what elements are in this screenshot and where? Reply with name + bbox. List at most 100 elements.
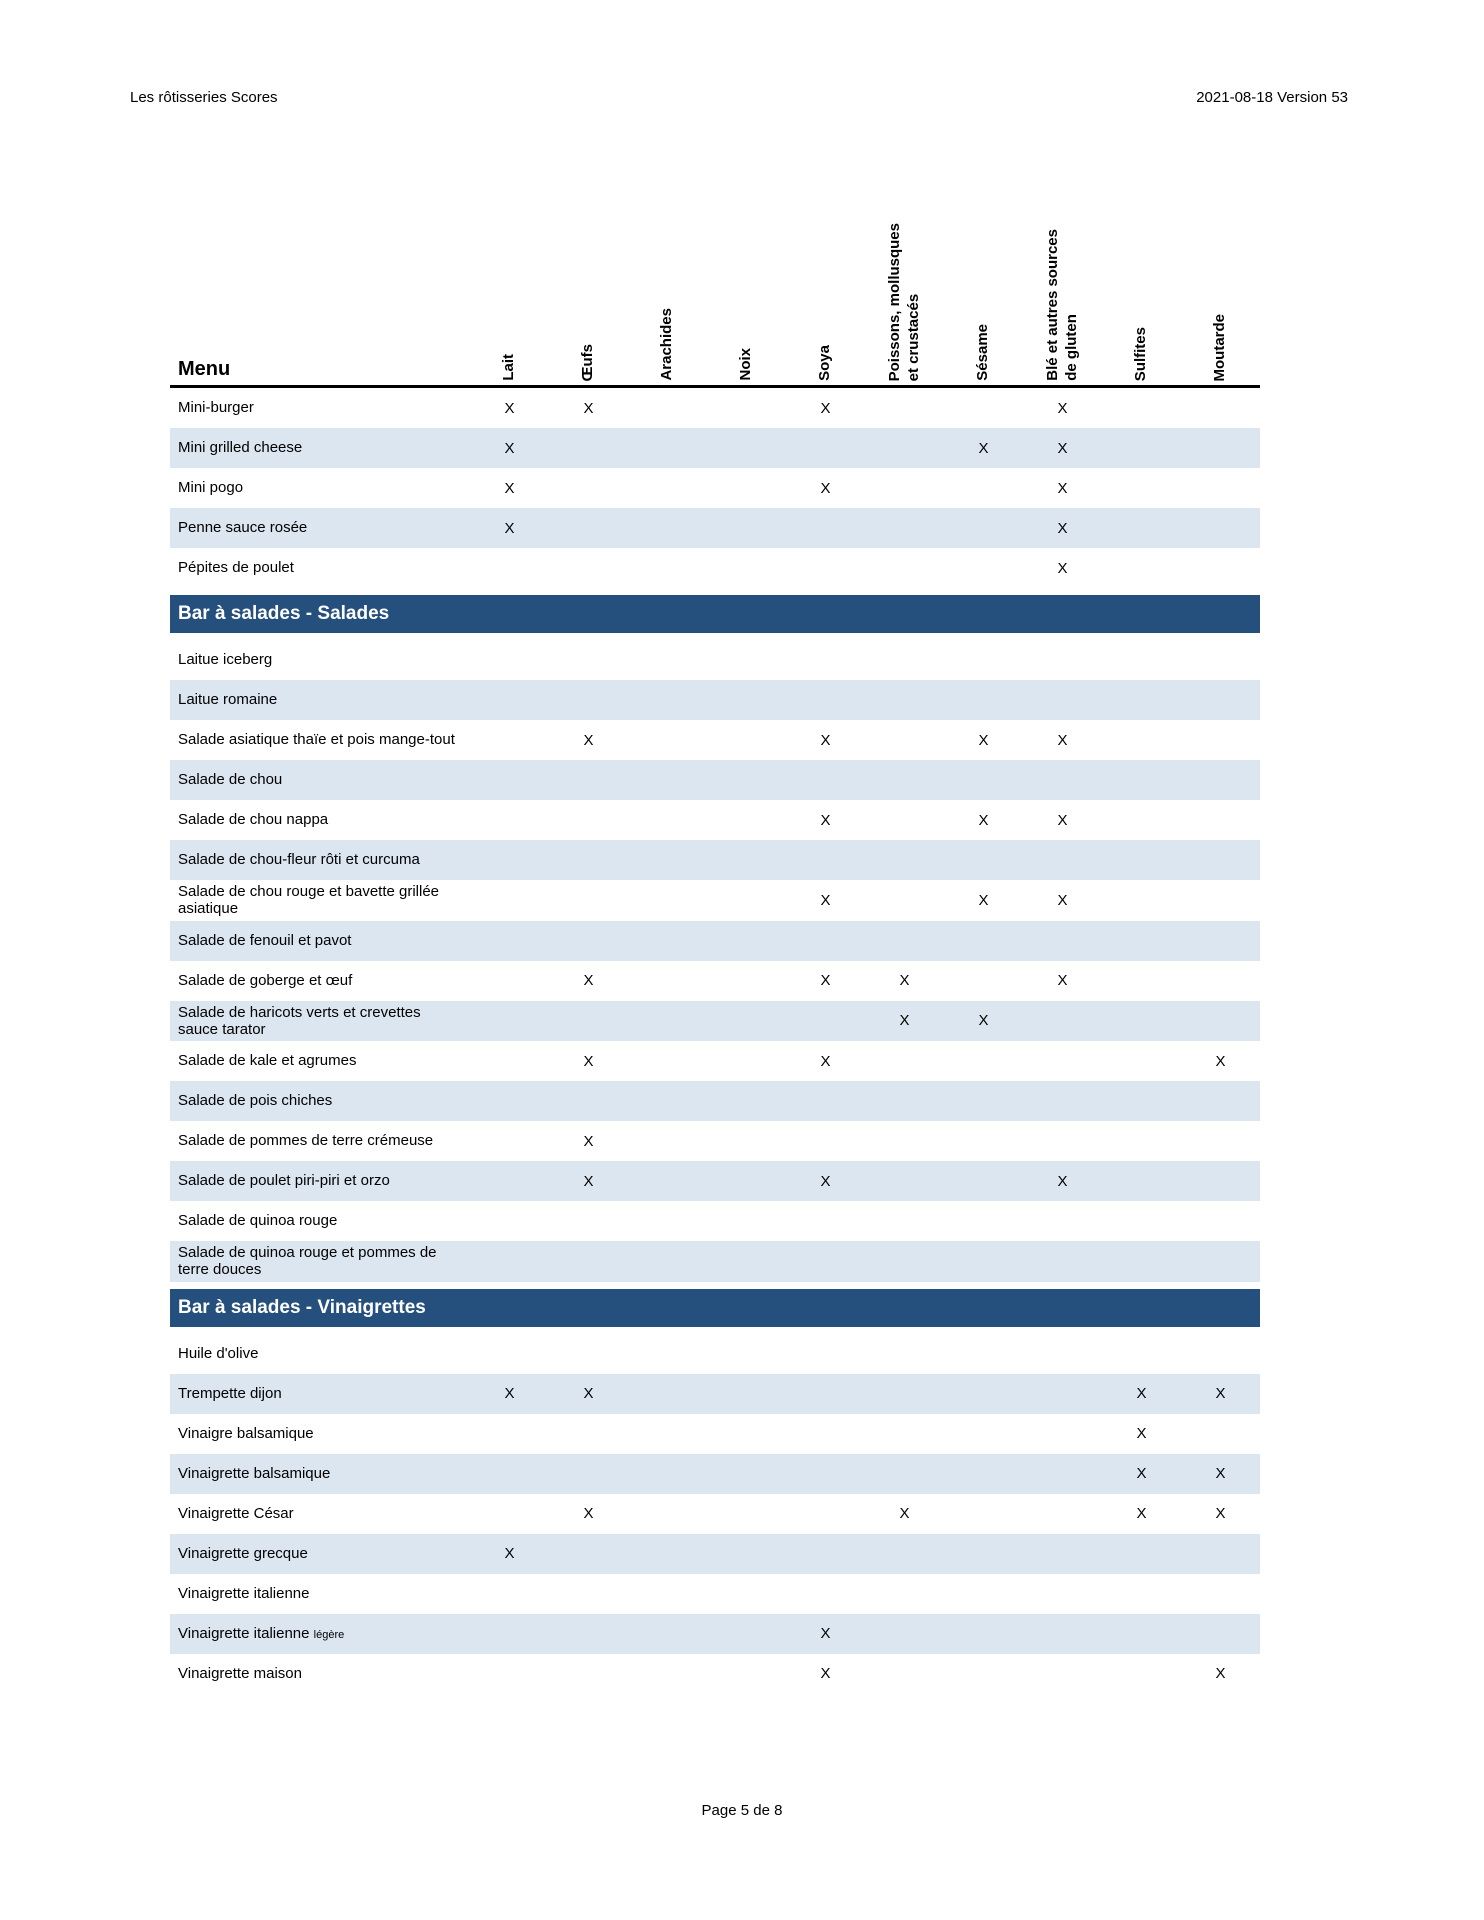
table-row: Salade de kale et agrumes X X X	[170, 1041, 1260, 1081]
document-version: 2021-08-18 Version 53	[1196, 89, 1348, 106]
column-header: Soya	[786, 345, 865, 385]
allergen-mark: X	[1215, 1052, 1226, 1070]
menu-item-label: Huile d'olive	[178, 1344, 259, 1362]
allergen-mark: X	[820, 731, 831, 749]
allergen-mark: X	[820, 1172, 831, 1190]
menu-item-label: Salade de quinoa rouge et pommes de terr…	[178, 1244, 437, 1279]
menu-item-label: Vinaigre balsamique	[178, 1424, 314, 1442]
allergen-mark: X	[1057, 891, 1068, 909]
table-row: Salade de chou nappa X X X	[170, 800, 1260, 840]
table-row: Trempette dijon X X X X	[170, 1373, 1260, 1414]
table-row: Mini-burger X X X X	[170, 388, 1260, 428]
allergen-mark: X	[1057, 439, 1068, 457]
menu-item-label: Pépites de poulet	[178, 559, 294, 577]
table-row: Salade de chou-fleur rôti et curcuma	[170, 840, 1260, 880]
menu-item-label: Salade de chou	[178, 771, 283, 789]
column-header-label: Poissons, mollusques et crustacés	[885, 222, 922, 381]
document-header: Les rôtisseries Scores 2021-08-18 Versio…	[130, 89, 1348, 107]
table-row: Laitue romaine	[170, 680, 1260, 720]
allergen-mark: X	[899, 972, 910, 989]
menu-item-label-suffix: légère	[313, 1628, 345, 1641]
column-header: Sésame	[944, 324, 1023, 385]
allergen-mark: X	[978, 731, 989, 749]
section-header: Bar à salades - Salades	[170, 595, 1260, 633]
table-row: Vinaigrette grecque X	[170, 1533, 1260, 1574]
allergen-mark: X	[899, 1012, 910, 1030]
table-header-row: Menu Lait Œufs Arachides Noix Soya Poissons, …	[170, 183, 1260, 388]
allergen-mark: X	[820, 479, 831, 497]
allergen-mark: X	[1136, 1465, 1147, 1482]
page-number: Page 5 de 8	[701, 1802, 783, 1819]
menu-item-label: Salade de goberge et œuf	[178, 971, 353, 989]
menu-item-label: Salade de pois chiches	[178, 1092, 333, 1110]
document-title: Les rôtisseries Scores	[130, 89, 278, 106]
column-header: Sulfites	[1102, 327, 1181, 385]
allergen-mark: X	[1215, 1505, 1226, 1522]
column-header: Poissons, mollusques et crustacés	[865, 223, 944, 385]
column-header-label: Œufs	[579, 343, 597, 382]
allergen-mark: X	[820, 972, 831, 989]
menu-item-label: Salade de quinoa rouge	[178, 1212, 338, 1230]
column-header-label: Arachides	[658, 308, 676, 381]
column-header-label: Sulfites	[1132, 326, 1150, 381]
allergen-mark: X	[1136, 1505, 1147, 1522]
section-header: Bar à salades - Vinaigrettes	[170, 1288, 1260, 1327]
column-header: Blé et autres sources de gluten	[1023, 229, 1102, 385]
allergen-mark: X	[1057, 559, 1068, 577]
menu-item-label: Laitue iceberg	[178, 651, 273, 669]
allergen-mark: X	[978, 811, 989, 829]
allergen-table: Menu Lait Œufs Arachides Noix Soya Poissons, …	[170, 183, 1260, 1694]
allergen-mark: X	[899, 1505, 910, 1522]
allergen-mark: X	[820, 1625, 831, 1642]
table-row: Vinaigrette italienne	[170, 1574, 1260, 1614]
allergen-mark: X	[504, 439, 515, 457]
table-row: Salade de chou	[170, 760, 1260, 800]
allergen-mark: X	[1057, 811, 1068, 829]
table-row: Salade de chou rouge et bavette grillée …	[170, 880, 1260, 921]
menu-item-label: Salade de chou nappa	[178, 811, 329, 829]
menu-item-label: Salade de haricots verts et crevettes sa…	[178, 1003, 421, 1038]
allergen-mark: X	[1057, 399, 1068, 417]
allergen-mark: X	[1215, 1465, 1226, 1482]
table-row: Salade asiatique thaïe et pois mange-tou…	[170, 720, 1260, 760]
column-header: Noix	[707, 348, 786, 385]
column-header-label: Noix	[737, 348, 755, 381]
column-header: Arachides	[628, 308, 707, 385]
table-row: Vinaigre balsamique X	[170, 1414, 1260, 1454]
menu-item-label: Mini-burger	[178, 399, 254, 417]
column-header-label: Sésame	[974, 324, 992, 381]
allergen-mark: X	[820, 1665, 831, 1682]
table-row: Salade de poulet piri-piri et orzo X X X	[170, 1161, 1260, 1201]
allergen-mark: X	[583, 1505, 594, 1522]
menu-column-header: Menu	[178, 358, 231, 380]
menu-item-label: Laitue romaine	[178, 691, 278, 709]
menu-item-label: Penne sauce rosée	[178, 519, 308, 537]
table-row: Vinaigrette maison X X	[170, 1654, 1260, 1694]
allergen-mark: X	[1136, 1385, 1147, 1402]
column-header-label: Soya	[816, 345, 834, 381]
menu-item-label: Vinaigrette César	[178, 1504, 294, 1522]
allergen-mark: X	[583, 731, 594, 749]
table-row: Salade de quinoa rouge et pommes de terr…	[170, 1241, 1260, 1282]
allergen-mark: X	[1057, 1172, 1068, 1190]
table-row: Vinaigrette balsamique X X	[170, 1453, 1260, 1494]
column-header: Lait	[470, 354, 549, 385]
table-body: Mini-burger X X X X Mini grilled cheese X X X Min…	[170, 388, 1260, 1694]
allergen-mark: X	[583, 972, 594, 989]
allergen-mark: X	[978, 1012, 989, 1030]
allergen-mark: X	[978, 439, 989, 457]
allergen-mark: X	[1057, 731, 1068, 749]
allergen-mark: X	[583, 399, 594, 417]
allergen-mark: X	[1057, 972, 1068, 989]
menu-item-label: Salade asiatique thaïe et pois mange-tou…	[178, 731, 455, 749]
table-row: Salade de haricots verts et crevettes sa…	[170, 1000, 1260, 1041]
allergen-mark: X	[820, 811, 831, 829]
allergen-mark: X	[1136, 1425, 1147, 1442]
menu-item-label: Vinaigrette maison	[178, 1664, 302, 1682]
menu-item-label: Salade de fenouil et pavot	[178, 931, 352, 949]
allergen-mark: X	[504, 479, 515, 497]
menu-item-label: Salade de poulet piri-piri et orzo	[178, 1172, 390, 1190]
menu-item-label: Vinaigrette balsamique	[178, 1464, 331, 1482]
allergen-mark: X	[978, 891, 989, 909]
table-row: Pépites de poulet X	[170, 548, 1260, 588]
